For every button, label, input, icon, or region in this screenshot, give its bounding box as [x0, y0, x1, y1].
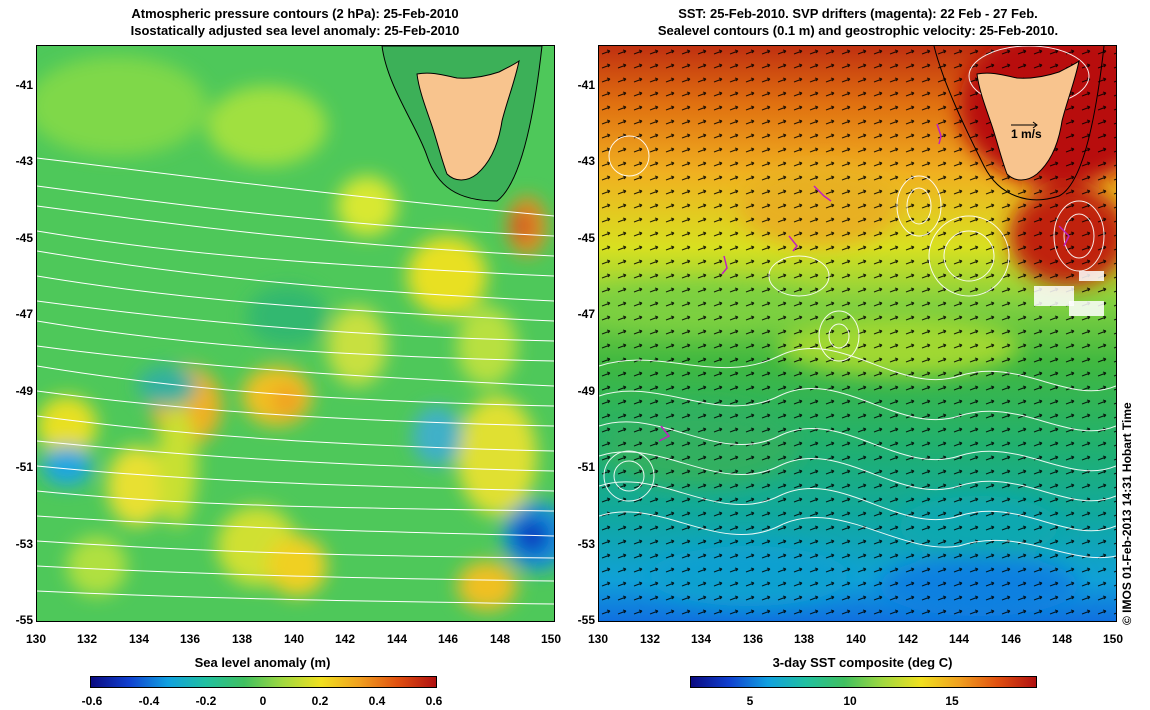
- sla-colorbar-tick: 0.6: [425, 694, 443, 708]
- sst-map: 1 m/s: [598, 45, 1117, 622]
- credit-text: © IMOS 01-Feb-2013 14:31 Hobart Time: [1120, 402, 1134, 625]
- tasmania-land: [976, 59, 1080, 181]
- left-xtick: 148: [489, 632, 511, 646]
- left-ytick: -47: [15, 307, 33, 321]
- left-xtick: 140: [283, 632, 305, 646]
- sst-map-svg: [599, 46, 1116, 621]
- left-xtick: 142: [334, 632, 356, 646]
- left-xtick: 130: [25, 632, 47, 646]
- right-xtick: 146: [1000, 632, 1022, 646]
- cloud-mask: [1034, 271, 1104, 316]
- right-xtick: 136: [742, 632, 764, 646]
- sst-colorbar-label: 3-day SST composite (deg C): [772, 655, 953, 670]
- left-ytick: -55: [15, 613, 33, 627]
- right-ytick: -53: [577, 537, 595, 551]
- left-xtick: 136: [179, 632, 201, 646]
- left-xtick: 150: [540, 632, 562, 646]
- left-ytick: -49: [15, 384, 33, 398]
- left-xtick: 146: [437, 632, 459, 646]
- right-ytick: -51: [577, 460, 595, 474]
- shelf-contour: [933, 46, 1105, 201]
- credit-container: © IMOS 01-Feb-2013 14:31 Hobart Time: [1118, 0, 1138, 710]
- sla-colorbar-tick: 0.4: [368, 694, 386, 708]
- right-xtick: 132: [639, 632, 661, 646]
- svp-drifter-tracks: [658, 123, 1070, 442]
- sla-map-svg: [37, 46, 554, 621]
- sla-colorbar-tick: -0.6: [81, 694, 103, 708]
- left-title-line2: Isostatically adjusted sea level anomaly…: [130, 23, 460, 38]
- left-ytick: -45: [15, 231, 33, 245]
- right-ytick: -43: [577, 154, 595, 168]
- right-ytick: -47: [577, 307, 595, 321]
- sla-field: [37, 56, 554, 611]
- left-xtick: 132: [76, 632, 98, 646]
- right-xtick: 144: [948, 632, 970, 646]
- right-xtick: 150: [1102, 632, 1124, 646]
- right-xtick: 130: [587, 632, 609, 646]
- sst-colorbar: [690, 676, 1037, 688]
- left-ytick: -41: [15, 78, 33, 92]
- sst-colorbar-tick: 15: [945, 694, 959, 708]
- left-panel-title: Atmospheric pressure contours (2 hPa): 2…: [35, 5, 555, 39]
- sst-colorbar-tick: 5: [746, 694, 754, 708]
- right-ytick: -55: [577, 613, 595, 627]
- pressure-contours: [37, 157, 554, 605]
- right-xtick: 148: [1051, 632, 1073, 646]
- right-panel-title: SST: 25-Feb-2010. SVP drifters (magenta)…: [598, 5, 1118, 39]
- sealevel-contours: [599, 46, 1116, 559]
- right-title-line2: Sealevel contours (0.1 m) and geostrophi…: [657, 23, 1059, 38]
- sla-colorbar-tick: 0: [259, 694, 267, 708]
- sla-colorbar-tick: -0.2: [195, 694, 217, 708]
- sla-colorbar: [90, 676, 437, 688]
- left-ytick: -43: [15, 154, 33, 168]
- right-xtick: 142: [897, 632, 919, 646]
- sea-level-anomaly-map: [36, 45, 555, 622]
- left-title-line1: Atmospheric pressure contours (2 hPa): 2…: [131, 6, 459, 21]
- sla-colorbar-tick: -0.4: [138, 694, 160, 708]
- right-ytick: -45: [577, 231, 595, 245]
- velocity-scale-label: 1 m/s: [1011, 127, 1042, 141]
- right-xtick: 138: [793, 632, 815, 646]
- tasmania-land: [416, 59, 520, 181]
- left-xtick: 138: [231, 632, 253, 646]
- right-ytick: -41: [577, 78, 595, 92]
- right-title-line1: SST: 25-Feb-2010. SVP drifters (magenta)…: [678, 6, 1038, 21]
- left-xtick: 134: [128, 632, 150, 646]
- left-ytick: -53: [15, 537, 33, 551]
- sla-colorbar-tick: 0.2: [311, 694, 329, 708]
- right-ytick: -49: [577, 384, 595, 398]
- sst-colorbar-tick: 10: [843, 694, 857, 708]
- right-xtick: 140: [845, 632, 867, 646]
- velocity-scale-arrow: [1011, 121, 1038, 129]
- right-xtick: 134: [690, 632, 712, 646]
- left-xtick: 144: [386, 632, 408, 646]
- left-ytick: -51: [15, 460, 33, 474]
- sla-colorbar-label: Sea level anomaly (m): [194, 655, 331, 670]
